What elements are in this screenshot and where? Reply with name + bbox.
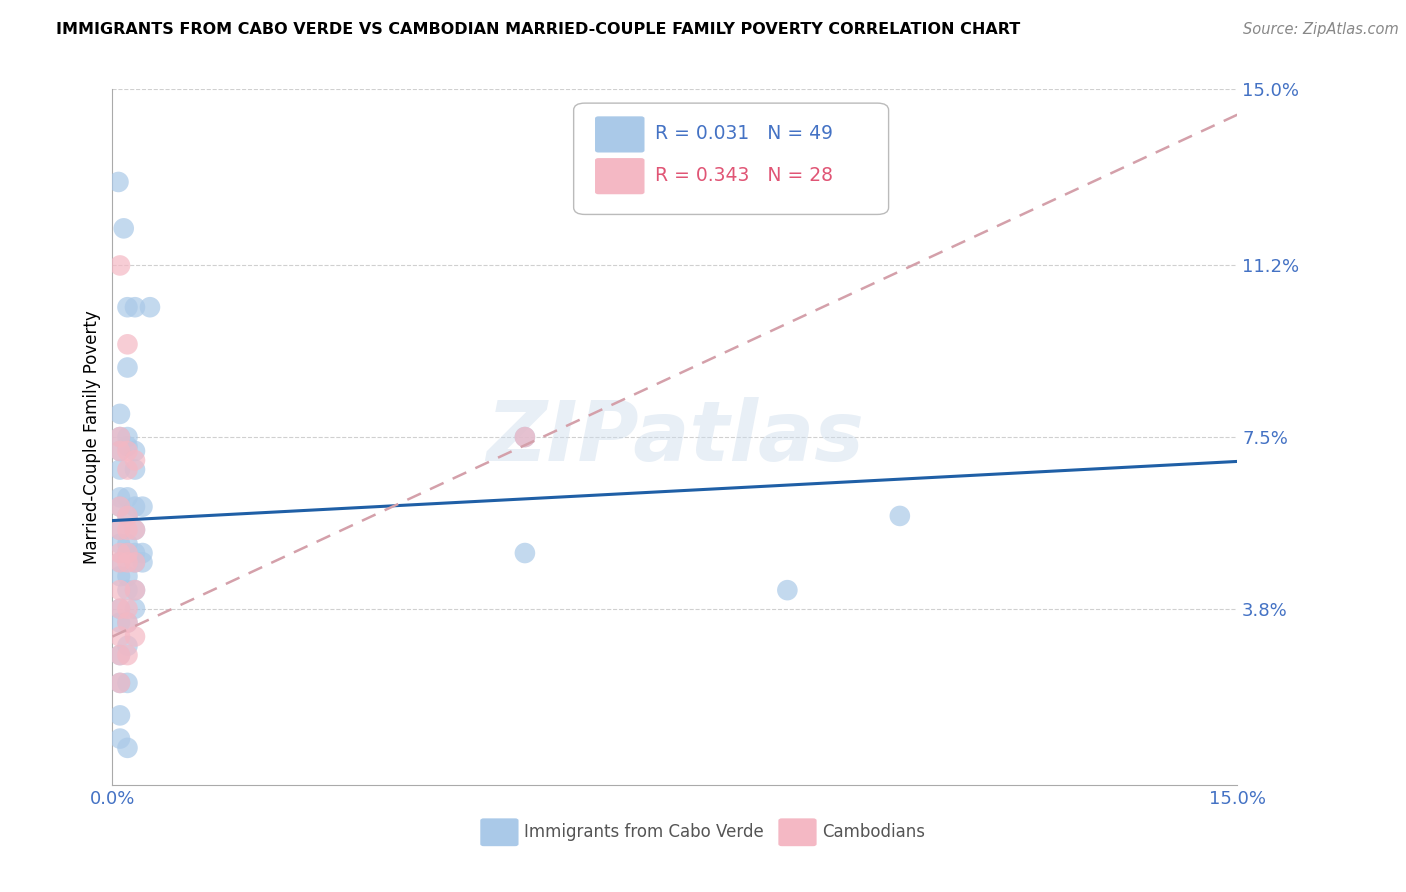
Point [117,462,139,476]
Point [124,523,146,537]
Point [124,555,146,569]
Point [108,500,131,514]
Point [117,569,139,583]
Point [108,546,131,560]
Point [117,601,139,615]
Point [108,601,131,615]
Point [108,500,131,514]
Point [108,555,131,569]
Point [124,500,146,514]
Point [108,491,131,505]
Point [108,555,131,569]
Point [117,615,139,630]
Point [108,523,131,537]
Point [108,601,131,615]
Point [108,523,131,537]
Point [108,444,131,458]
Point [513,430,536,444]
Point [889,508,911,523]
Point [108,708,131,723]
Point [108,537,131,551]
Point [117,676,139,690]
Point [108,648,131,662]
Point [108,615,131,630]
Text: Immigrants from Cabo Verde: Immigrants from Cabo Verde [524,823,763,841]
Point [108,444,131,458]
Point [124,444,146,458]
Point [117,491,139,505]
Point [776,583,799,598]
Point [108,569,131,583]
Point [131,555,153,569]
Text: IMMIGRANTS FROM CABO VERDE VS CAMBODIAN MARRIED-COUPLE FAMILY POVERTY CORRELATIO: IMMIGRANTS FROM CABO VERDE VS CAMBODIAN … [56,22,1021,37]
Point [117,508,139,523]
Point [108,462,131,476]
Point [117,300,139,314]
Point [513,546,536,560]
Point [108,676,131,690]
Point [117,615,139,630]
Point [108,407,131,421]
Point [112,221,135,235]
Text: R = 0.343   N = 28: R = 0.343 N = 28 [655,166,832,185]
Point [117,537,139,551]
Point [124,555,146,569]
Point [124,601,146,615]
Text: Cambodians: Cambodians [823,823,925,841]
Point [124,300,146,314]
Point [117,546,139,560]
Point [513,430,536,444]
Point [124,583,146,598]
Point [131,500,153,514]
Point [117,439,139,453]
Point [108,731,131,746]
Point [117,639,139,653]
Point [108,259,131,273]
Point [117,648,139,662]
Text: Source: ZipAtlas.com: Source: ZipAtlas.com [1243,22,1399,37]
Point [108,430,131,444]
Point [131,546,153,560]
FancyBboxPatch shape [481,818,519,847]
Point [117,740,139,755]
FancyBboxPatch shape [779,818,817,847]
Point [124,546,146,560]
FancyBboxPatch shape [574,103,889,214]
Text: R = 0.031   N = 49: R = 0.031 N = 49 [655,124,832,144]
Point [108,648,131,662]
Point [108,630,131,644]
Point [124,462,146,476]
Point [117,546,139,560]
FancyBboxPatch shape [595,116,644,153]
Point [124,630,146,644]
Point [117,444,139,458]
Point [124,523,146,537]
Point [108,430,131,444]
Point [117,555,139,569]
Y-axis label: Married-Couple Family Poverty: Married-Couple Family Poverty [83,310,101,564]
FancyBboxPatch shape [595,158,644,194]
Point [117,430,139,444]
Point [107,175,129,189]
Point [124,583,146,598]
Point [117,337,139,351]
Point [108,583,131,598]
Point [139,300,162,314]
Point [124,453,146,467]
Point [117,508,139,523]
Point [117,523,139,537]
Point [117,360,139,375]
Point [117,583,139,598]
Text: ZIPatlas: ZIPatlas [486,397,863,477]
Point [108,676,131,690]
